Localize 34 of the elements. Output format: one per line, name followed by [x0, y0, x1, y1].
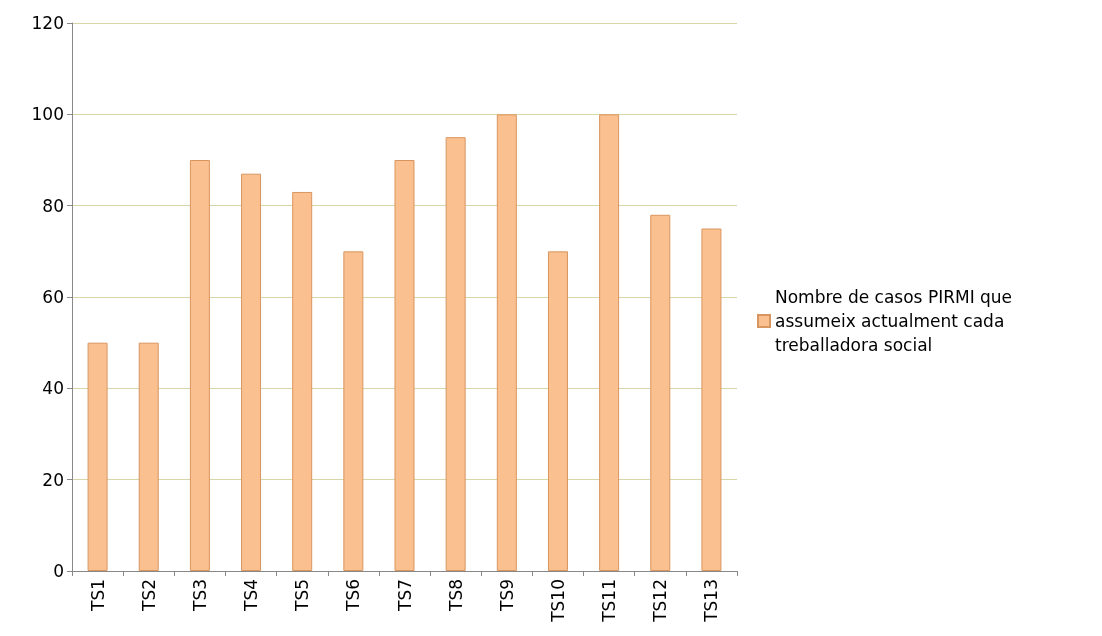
bar: [547, 251, 568, 571]
bar: [701, 228, 722, 571]
bar: [292, 191, 313, 571]
x-tick-label: TS10: [547, 579, 568, 623]
y-tick-label: 40: [42, 378, 64, 399]
legend-label: Nombre de casos PIRMI que assumeix actualment cada treballadora social: [775, 287, 1018, 355]
x-tick-label: TS1: [87, 579, 108, 612]
x-tick-label: TS9: [496, 579, 517, 612]
bar: [496, 114, 517, 571]
y-tick-label: 100: [31, 104, 64, 125]
x-tick-label: TS2: [138, 579, 159, 612]
x-tick-label: TS5: [292, 579, 313, 612]
bar: [138, 342, 159, 571]
y-tick-label: 120: [31, 13, 64, 33]
x-tick-label: TS3: [189, 579, 210, 612]
bar: [599, 114, 620, 571]
bar: [87, 342, 108, 571]
bar: [189, 160, 210, 571]
y-tick-label: 0: [53, 561, 64, 581]
x-tick-label: TS6: [343, 579, 364, 612]
y-tick-label: 60: [42, 287, 64, 307]
x-tick-label: TS7: [394, 579, 415, 612]
x-tick-label: TS4: [241, 579, 262, 612]
bar: [343, 251, 364, 571]
bar: [241, 173, 262, 571]
x-tick-label: TS12: [650, 579, 671, 623]
y-tick-label: 80: [42, 195, 64, 216]
x-tick-label: TS11: [599, 579, 620, 623]
x-tick-label: TS8: [445, 579, 466, 612]
bar: [650, 214, 671, 571]
x-tick-label: TS13: [701, 579, 722, 623]
y-tick-label: 20: [42, 469, 64, 490]
bar: [445, 137, 466, 571]
bar: [394, 160, 415, 571]
